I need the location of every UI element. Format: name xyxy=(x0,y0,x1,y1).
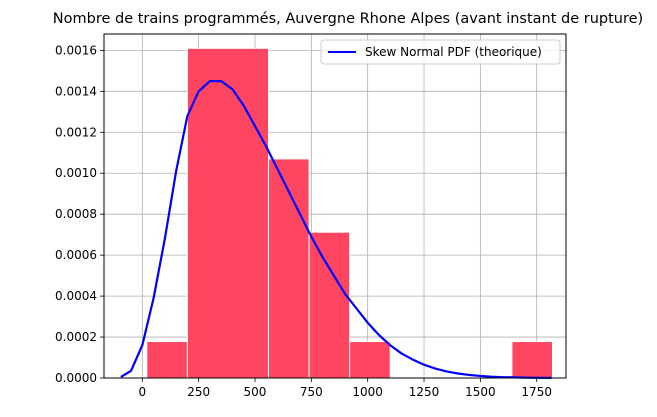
x-tick-label: 1250 xyxy=(409,385,440,399)
plot-frame xyxy=(103,33,567,379)
x-tick-label: 1000 xyxy=(352,385,383,399)
histogram-bar xyxy=(349,341,391,379)
x-tick-label: 1500 xyxy=(465,385,496,399)
y-axis: 0.0000 0.0002 0.0004 0.0006 0.0008 0.0010 0.00… xyxy=(55,43,104,385)
pdf-curve-line xyxy=(120,80,552,379)
legend: Skew Normal PDF (theorique) xyxy=(320,39,561,65)
y-tick-label: 0.0000 xyxy=(55,371,97,385)
legend-box xyxy=(320,39,561,65)
histogram-bars xyxy=(146,47,553,379)
legend-label: Skew Normal PDF (theorique) xyxy=(365,45,542,59)
y-tick-label: 0.0014 xyxy=(55,84,97,98)
x-tick-label: 750 xyxy=(300,385,323,399)
y-tick-label: 0.0004 xyxy=(55,289,97,303)
y-tick-label: 0.0008 xyxy=(55,207,97,221)
x-tick-label: 1750 xyxy=(521,385,552,399)
x-tick-label: 0 xyxy=(138,385,146,399)
y-tick-label: 0.0006 xyxy=(55,248,97,262)
y-tick-label: 0.0012 xyxy=(55,125,97,139)
x-axis: 0 250 500 750 1000 1250 1500 1750 xyxy=(138,378,552,399)
chart-title: Nombre de trains programmés, Auvergne Rh… xyxy=(53,11,643,27)
histogram-bar xyxy=(511,341,553,379)
histogram-bar xyxy=(186,47,270,379)
histogram-bar xyxy=(308,231,351,379)
histogram-bar xyxy=(146,341,188,379)
pdf-curve-group xyxy=(120,80,552,379)
histogram-bar xyxy=(268,158,310,379)
x-tick-label: 500 xyxy=(244,385,267,399)
y-tick-label: 0.0002 xyxy=(55,330,97,344)
y-tick-label: 0.0016 xyxy=(55,43,97,57)
y-tick-label: 0.0010 xyxy=(55,166,97,180)
x-tick-label: 250 xyxy=(187,385,210,399)
